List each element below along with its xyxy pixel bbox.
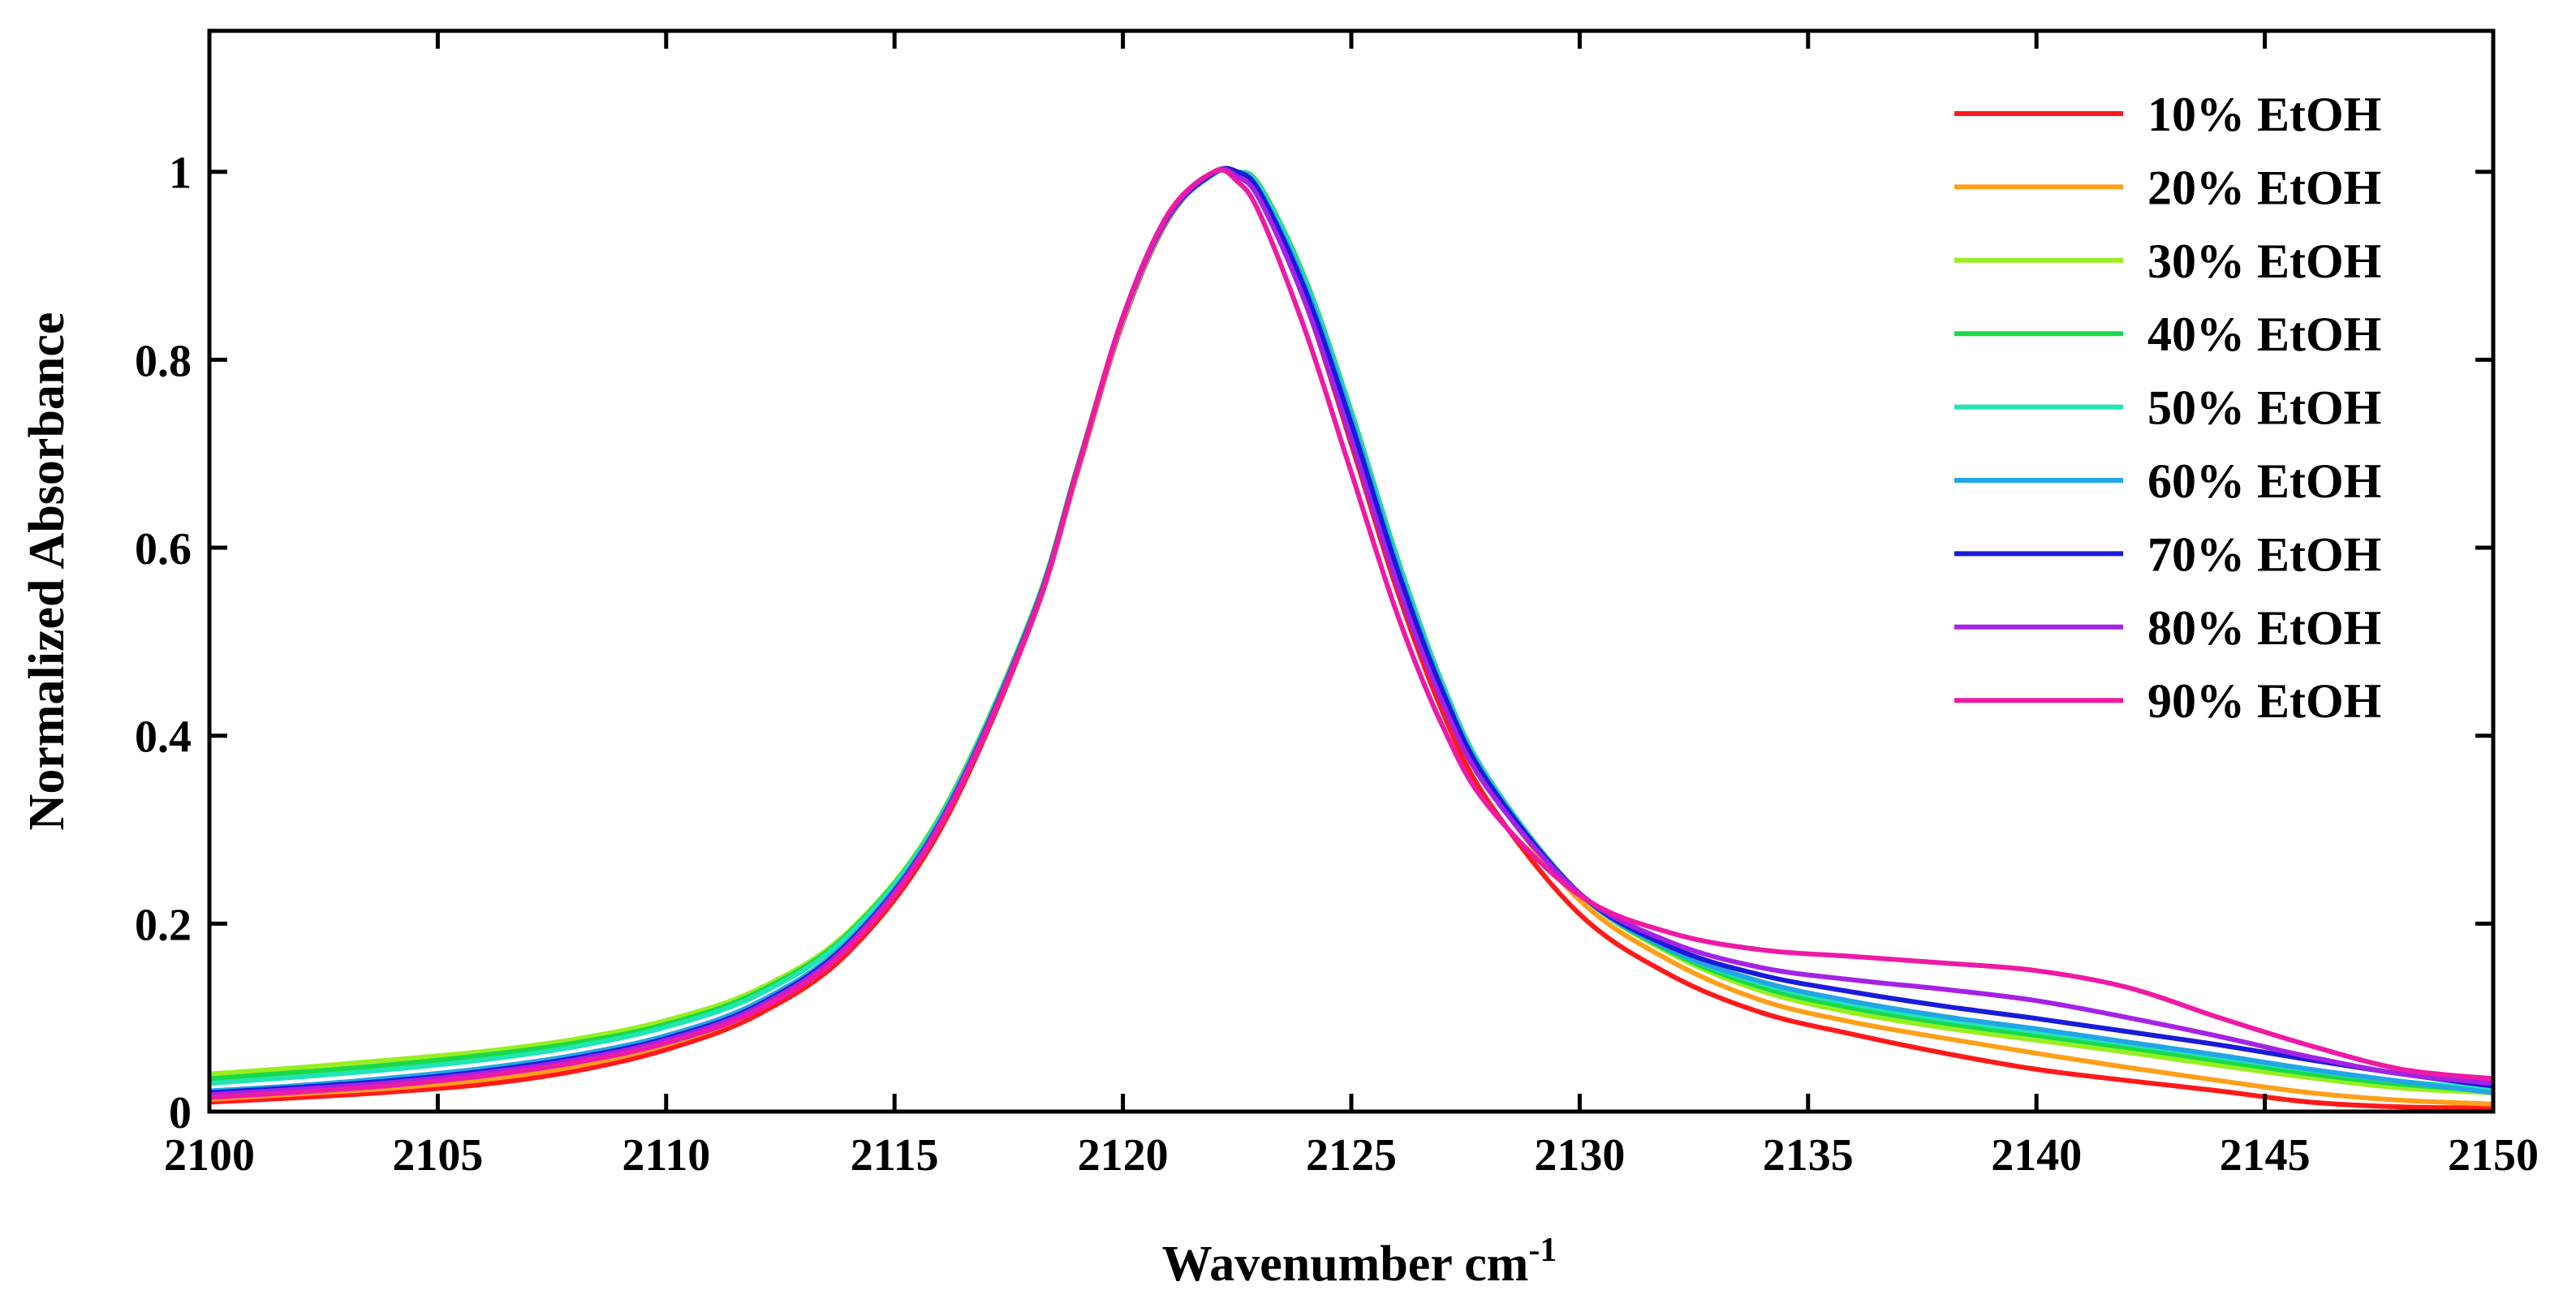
legend-label: 90% EtOH [2147, 674, 2381, 728]
x-axis-label-superscript: -1 [1528, 1232, 1557, 1269]
legend-label: 60% EtOH [2147, 454, 2381, 508]
x-tick-label: 2125 [1306, 1130, 1397, 1181]
legend-label: 50% EtOH [2147, 381, 2381, 435]
x-tick-label: 2115 [851, 1130, 939, 1181]
legend-label: 10% EtOH [2147, 88, 2381, 141]
curves-group [209, 166, 2494, 1111]
x-axis-label-text: Wavenumber cm [1162, 1237, 1529, 1292]
y-tick-label: 0.2 [135, 900, 192, 950]
x-axis-label: Wavenumber cm-1 [1162, 1232, 1557, 1292]
y-tick-label: 0.4 [135, 712, 192, 763]
y-tick-label: 0.6 [135, 524, 192, 574]
y-tick-label: 0.8 [135, 336, 192, 386]
legend-label: 20% EtOH [2147, 161, 2381, 214]
series-line-90-etoh [209, 167, 2494, 1100]
y-tick-label: 0 [169, 1088, 192, 1138]
legend-label: 70% EtOH [2147, 527, 2381, 581]
x-tick-label: 2135 [1763, 1130, 1854, 1181]
axis-ticks: 2100 2105 2110 2115 2120 2125 2130 2135 2140 2145… [135, 31, 2539, 1181]
y-tick-label: 1 [169, 148, 192, 199]
x-tick-label: 2145 [2220, 1130, 2311, 1181]
x-tick-label: 2100 [164, 1130, 255, 1181]
legend-label: 80% EtOH [2147, 601, 2381, 655]
legend-label: 40% EtOH [2147, 308, 2381, 361]
x-tick-label: 2150 [2448, 1130, 2539, 1181]
y-axis-label: Normalized Absorbance [19, 312, 75, 831]
x-tick-label: 2120 [1078, 1130, 1169, 1181]
x-tick-label: 2140 [1991, 1130, 2082, 1181]
x-tick-label: 2130 [1534, 1130, 1625, 1181]
x-tick-label: 2105 [392, 1130, 483, 1181]
legend-label: 30% EtOH [2147, 234, 2381, 288]
legend: 10% EtOH 20% EtOH 30% EtOH 40% EtOH 50% EtOH… [1954, 88, 2381, 728]
series-line-80-etoh [209, 166, 2494, 1098]
x-tick-label: 2110 [622, 1130, 710, 1181]
